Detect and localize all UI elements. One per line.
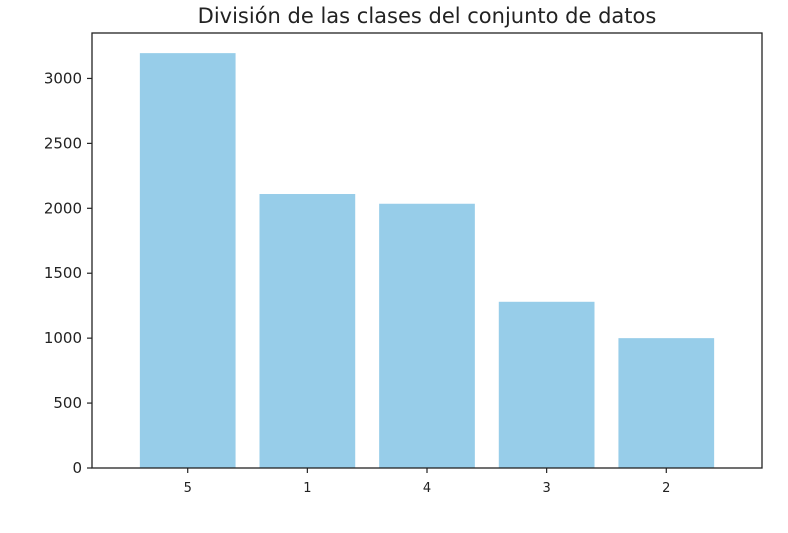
y-tick-label: 500: [53, 394, 82, 412]
y-tick-label: 3000: [44, 69, 82, 87]
x-tick-label: 1: [303, 481, 311, 496]
y-tick-label: 2500: [44, 134, 82, 152]
y-tick-label: 2000: [44, 199, 82, 217]
x-tick-label: 2: [662, 481, 670, 496]
plot-frame: [91, 32, 763, 469]
y-tick-label: 1000: [44, 329, 82, 347]
chart-title: División de las clases del conjunto de d…: [198, 4, 657, 28]
bars-group: [139, 53, 715, 468]
bar-2: [618, 338, 715, 468]
bar-1: [259, 194, 356, 468]
x-axis: 5 1 4 3 2: [184, 468, 670, 496]
bar-5: [139, 53, 236, 468]
x-tick-label: 3: [543, 481, 551, 496]
y-axis: 0 500 1000 1500 2000 2500 3000: [44, 69, 92, 477]
y-tick-label: 0: [72, 459, 82, 477]
y-tick-label: 1500: [44, 264, 82, 282]
bar-3: [498, 301, 595, 468]
x-tick-label: 5: [184, 481, 192, 496]
x-tick-label: 4: [423, 481, 431, 496]
bar-4: [379, 203, 475, 468]
